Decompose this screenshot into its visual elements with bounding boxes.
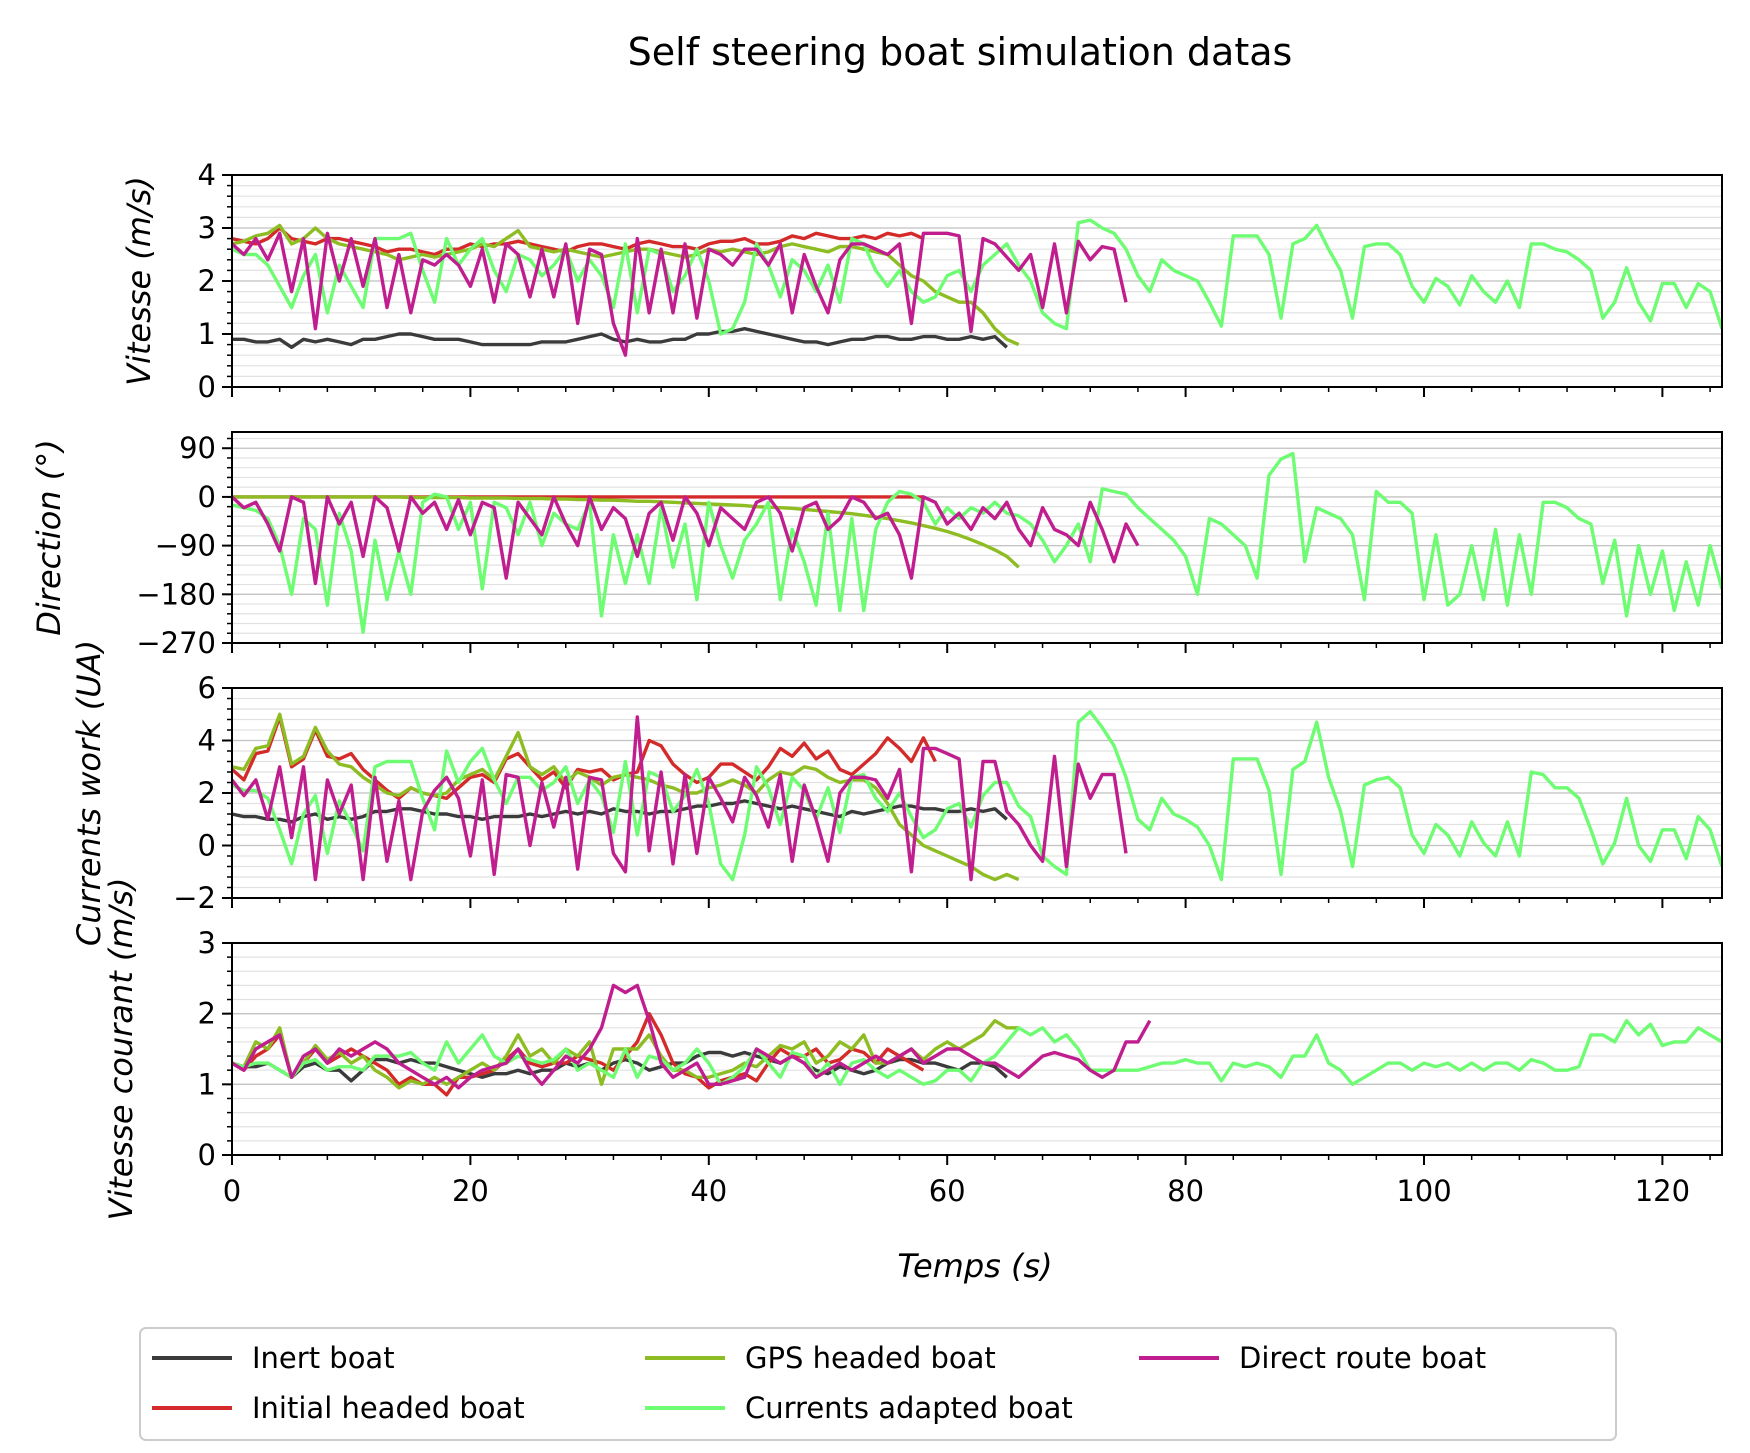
x-axis-label: Temps (s) [897, 1247, 1052, 1285]
y-tick-label: 6 [198, 671, 216, 705]
y-tick-label: 2 [198, 776, 216, 810]
subplot-3: −2 0 2 4 6 Currents work (UA) [70, 640, 1723, 946]
legend-item-currents: Currents adapted boat [645, 1391, 1073, 1425]
y-tick-label: 2 [198, 997, 216, 1031]
series-line-gps [232, 712, 1020, 882]
y-tick-label: 1 [198, 1067, 216, 1101]
y-axis-label: Currents work (UA) [70, 640, 108, 946]
series-line-currents [232, 451, 1722, 634]
chart-title: Self steering boat simulation datas [628, 30, 1293, 74]
legend-item-initial: Initial headed boat [152, 1391, 525, 1425]
y-tick-label: 4 [198, 724, 216, 758]
subplot-4: 0 1 2 3 0 20 40 60 80 100 120 Vitesse courant (m/s) [102, 877, 1723, 1221]
y-tick-label: 0 [198, 829, 216, 863]
series-line-gps [232, 495, 1020, 569]
legend-item-gps: GPS headed boat [645, 1341, 996, 1375]
y-tick-label: 0 [198, 1138, 216, 1172]
y-tick-label: 2 [198, 264, 216, 298]
y-tick-label: 4 [198, 158, 216, 192]
plot-frame [231, 431, 1723, 644]
series-line-initial [232, 226, 925, 257]
subplot-2: 90 0 −90 −180 −270 Direction (°) [30, 431, 1723, 660]
series-lines [232, 709, 1722, 882]
series-lines [232, 983, 1722, 1097]
series-lines [232, 218, 1722, 357]
y-axis-label: Vitesse (m/s) [120, 176, 158, 386]
x-tick-label: 120 [1635, 1174, 1690, 1208]
y-axis-label: Direction (°) [30, 439, 68, 635]
y-tick-label: 1 [198, 317, 216, 351]
y-tick-label: 3 [198, 926, 216, 960]
x-tick-label: 100 [1396, 1174, 1451, 1208]
x-tick-label: 20 [452, 1174, 489, 1208]
y-tick-label: −270 [136, 626, 216, 660]
series-lines [232, 451, 1722, 634]
x-tick-label: 40 [690, 1174, 727, 1208]
legend-frame [139, 1327, 1617, 1441]
y-tick-label: 0 [198, 370, 216, 404]
series-line-direct [232, 231, 1128, 357]
x-tick-label: 0 [223, 1174, 241, 1208]
series-line-direct [232, 983, 1152, 1090]
legend-label: GPS headed boat [745, 1341, 996, 1375]
x-tick-label: 80 [1167, 1174, 1204, 1208]
subplot-1: 0 1 2 3 4 Vitesse (m/s) [120, 158, 1723, 404]
legend-item-inert: Inert boat [152, 1341, 395, 1375]
plots: 0 1 2 3 4 Vitesse (m/s) 90 0 −90 −180 −270 Directio… [30, 158, 1723, 1221]
legend-label: Inert boat [252, 1341, 395, 1375]
plot-frame [231, 942, 1723, 1156]
legend-label: Initial headed boat [252, 1391, 525, 1425]
x-tick-label: 60 [929, 1174, 966, 1208]
series-line-direct [232, 495, 1140, 586]
legend-label: Currents adapted boat [745, 1391, 1073, 1425]
y-tick-label: 0 [198, 480, 216, 514]
legend: Inert boat Initial headed boat GPS headed … [139, 1327, 1617, 1441]
series-line-initial [232, 715, 937, 800]
y-tick-label: −90 [155, 529, 216, 563]
y-tick-label: −180 [136, 577, 216, 611]
series-line-direct [232, 715, 1128, 882]
y-axis-label: Vitesse courant (m/s) [102, 877, 140, 1220]
series-line-currents [232, 1019, 1722, 1087]
series-line-inert [232, 799, 1008, 824]
y-tick-label: 90 [179, 431, 216, 465]
legend-label: Direct route boat [1239, 1341, 1486, 1375]
legend-item-direct: Direct route boat [1139, 1341, 1486, 1375]
y-tick-label: 3 [198, 211, 216, 245]
y-tick-label: −2 [173, 881, 216, 915]
